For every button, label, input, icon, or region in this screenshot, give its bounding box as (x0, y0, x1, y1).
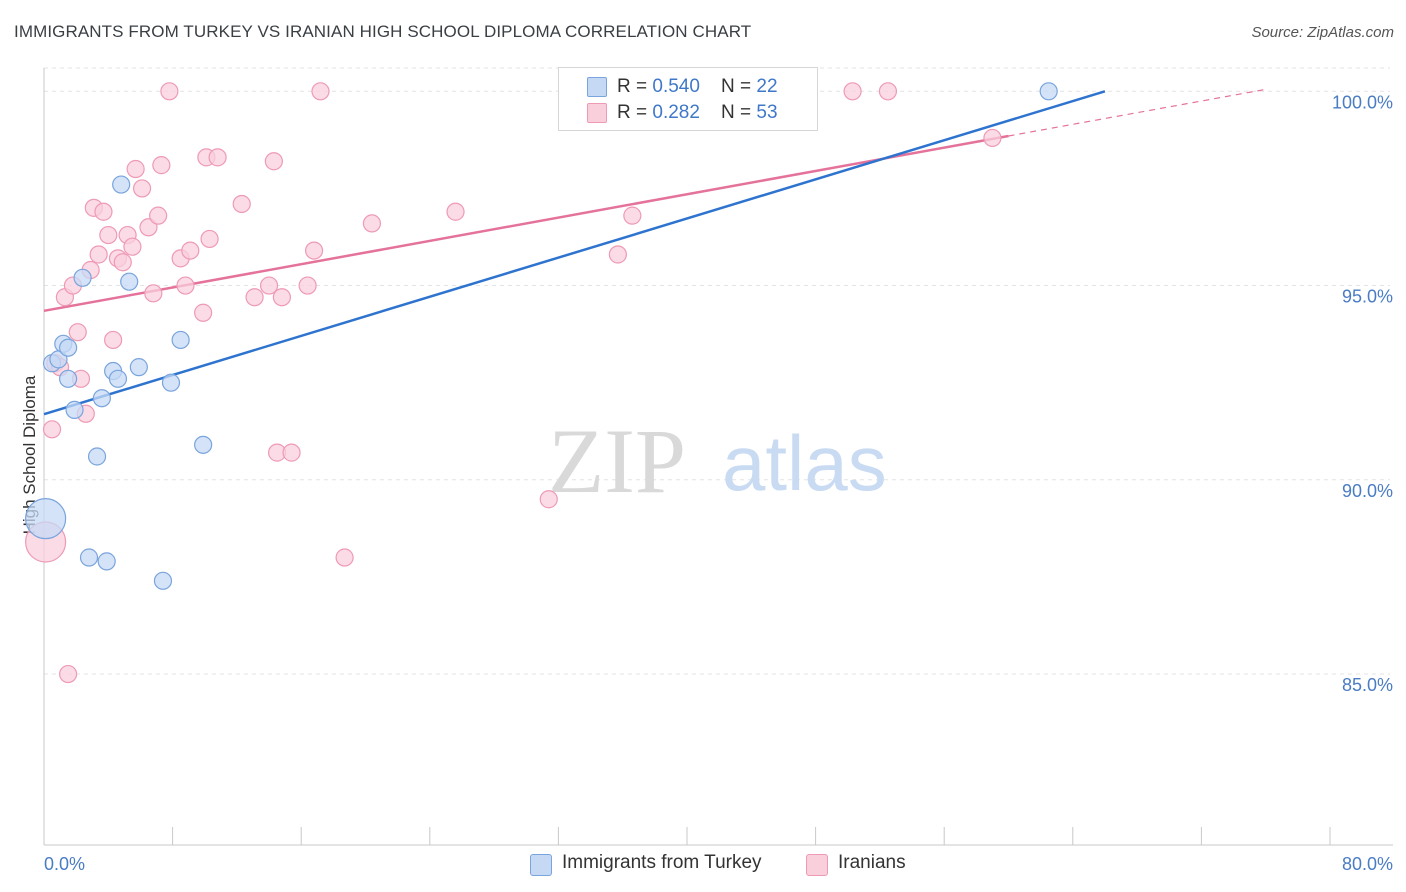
legend-turkey-label: Immigrants from Turkey (562, 852, 762, 873)
iranians-point (139, 218, 158, 237)
iranians-point (132, 179, 152, 198)
y-tick-label: 90.0% (1342, 481, 1393, 501)
iranians-point (208, 148, 227, 167)
iranians-point (144, 284, 163, 303)
iranians-point (878, 82, 898, 101)
watermark-zip: ZIP (548, 410, 686, 512)
source-credit: Source: ZipAtlas.com (1251, 24, 1394, 41)
iranians-point (232, 194, 251, 214)
iranians-point (282, 443, 301, 462)
turkey-point (92, 389, 111, 408)
iranians-point (272, 288, 292, 307)
turkey-n-value: 22 (756, 76, 778, 97)
y-tick-label: 95.0% (1342, 287, 1393, 307)
turkey-r-label: R = (617, 76, 653, 97)
turkey-point (59, 369, 78, 388)
turkey-point (153, 571, 173, 590)
iranians-point (259, 276, 279, 295)
turkey-point (65, 400, 84, 419)
y-tick-label: 100.0% (1332, 92, 1393, 112)
turkey-point (108, 369, 128, 388)
iranians-n-label: N = (721, 102, 757, 123)
iranians-n-value: 53 (756, 102, 778, 123)
turkey-r-value: 0.540 (652, 76, 700, 97)
iranians-point (42, 420, 62, 439)
iranians-point (843, 82, 862, 101)
iranians-point (104, 330, 123, 350)
iranians-point (194, 303, 213, 322)
legend-turkey-swatch (530, 854, 552, 876)
turkey-points (25, 82, 1058, 590)
turkey-swatch (587, 77, 607, 97)
legend-iranians-swatch (806, 854, 828, 876)
y-tick-label: 85.0% (1342, 675, 1393, 695)
iranians-r-value: 0.282 (652, 102, 700, 123)
watermark-atlas: atlas (722, 419, 887, 507)
chart-title: IMMIGRANTS FROM TURKEY VS IRANIAN HIGH S… (14, 22, 752, 41)
iranians-point (608, 245, 627, 264)
iranians-point (446, 202, 465, 221)
turkey-point (194, 435, 213, 454)
watermark: ZIP atlas (548, 410, 887, 512)
iranians-point (160, 82, 179, 101)
turkey-trend-line (43, 90, 1106, 416)
axes (43, 68, 1393, 846)
legend-iranians-label: Iranians (838, 852, 906, 873)
iranians-point (983, 128, 1002, 148)
iranians-point (149, 206, 168, 225)
iranians-point (200, 229, 219, 249)
turkey-point (120, 272, 139, 291)
iranians-point (264, 152, 283, 171)
turkey-point (73, 268, 92, 287)
iranians-point (152, 156, 171, 175)
turkey-point (25, 498, 67, 540)
turkey-point (59, 338, 78, 357)
iranians-point (126, 159, 145, 179)
turkey-point (97, 552, 116, 571)
iranians-points (25, 82, 1002, 684)
iranians-point (335, 548, 354, 567)
iranians-point (304, 241, 324, 260)
tick-labels: 85.0% 90.0% 95.0% 100.0% 0.0% 80.0% (44, 92, 1393, 874)
iranians-point (298, 276, 317, 295)
turkey-point (1039, 82, 1058, 101)
turkey-point (79, 548, 99, 567)
turkey-point (129, 358, 148, 377)
x-tick-label: 80.0% (1342, 854, 1393, 874)
turkey-point (87, 447, 107, 466)
iranians-point (623, 206, 642, 225)
iranians-point (113, 253, 132, 272)
x-tick-label: 0.0% (44, 854, 85, 874)
iranians-trend-line (43, 134, 1009, 313)
trend-lines (43, 88, 1266, 416)
turkey-point (161, 373, 181, 392)
iranians-point (176, 276, 195, 295)
iranians-point (181, 241, 200, 260)
stats-legend: R = 0.540 N = 22 R = 0.282 N = 53 (558, 67, 818, 131)
iranians-r-label: R = (617, 102, 653, 123)
grid-lines (44, 67, 1390, 675)
iranians-swatch (587, 103, 607, 123)
turkey-point (171, 330, 190, 350)
iranians-point (123, 237, 142, 256)
iranians-point (99, 225, 118, 245)
iranians-point (68, 323, 87, 342)
iranians-point (89, 245, 108, 264)
iranians-point (245, 288, 264, 307)
iranians-point (311, 82, 330, 101)
iranians-point (59, 664, 78, 684)
iranians-point (94, 202, 113, 221)
iranians-point (539, 490, 558, 509)
iranians-point (362, 214, 382, 233)
y-axis-label: High School Diploma (20, 375, 39, 534)
turkey-point (112, 175, 131, 194)
turkey-n-label: N = (721, 76, 757, 97)
